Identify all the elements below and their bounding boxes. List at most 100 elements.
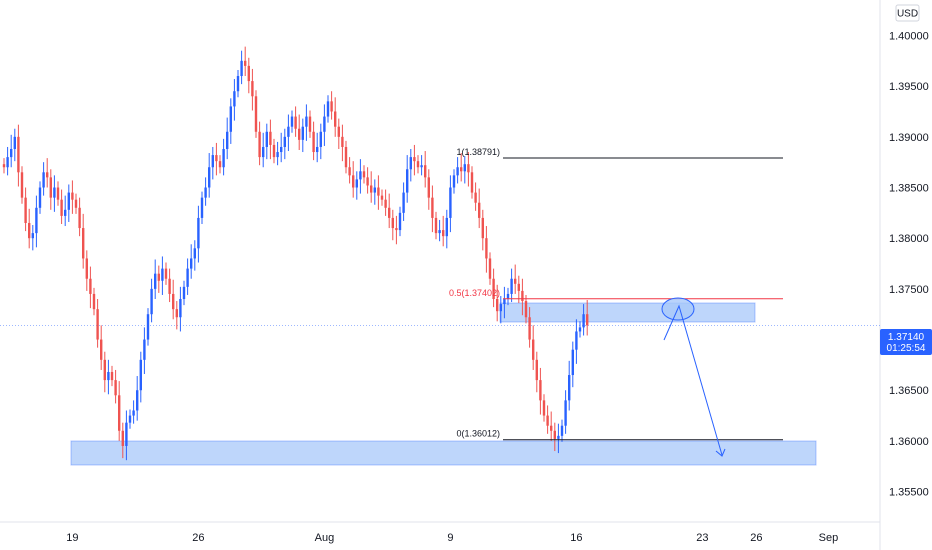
candle-body [301, 126, 304, 140]
x-tick-label: Aug [315, 532, 335, 544]
candle [56, 181, 60, 206]
candle-body [215, 155, 218, 162]
price-axis: 1.40000 1.39500 1.39000 1.38500 1.38000 1.375… [889, 30, 929, 498]
candle-body [200, 197, 204, 218]
candle [488, 252, 492, 285]
candle-body [586, 314, 589, 326]
candle [215, 142, 218, 176]
candle-body [398, 212, 402, 231]
candle-body [406, 169, 409, 193]
candle-body [150, 288, 153, 315]
candle-body [463, 164, 466, 172]
candle-body [326, 101, 330, 117]
candle-body [226, 131, 229, 149]
candle [344, 140, 348, 174]
resistance-zone[interactable] [499, 302, 756, 323]
candle [121, 422, 124, 459]
candle-body [175, 309, 178, 318]
candle-body [107, 371, 110, 381]
candle [362, 165, 366, 184]
candle-body [265, 131, 268, 147]
candle [114, 369, 117, 404]
candle [67, 184, 70, 222]
candle-body [294, 116, 297, 129]
candle [17, 124, 20, 187]
candle [334, 97, 337, 137]
currency-box[interactable] [895, 4, 920, 22]
candle-body [121, 430, 124, 446]
candle [168, 268, 171, 303]
y-tick-label: 1.38500 [889, 183, 929, 195]
candle-body [546, 415, 549, 426]
candle-body [416, 161, 420, 168]
candle-body [10, 148, 13, 158]
candle-body [136, 390, 139, 411]
projection-arrow[interactable] [663, 304, 723, 456]
candle [96, 299, 99, 348]
candle-body [308, 116, 312, 132]
candle [89, 266, 92, 309]
candle [24, 187, 27, 232]
y-tick-label: 1.36000 [889, 436, 929, 448]
candle-body [535, 359, 538, 381]
candle [229, 98, 232, 144]
candle [254, 90, 258, 138]
candle [53, 175, 56, 212]
candle-body [542, 400, 546, 416]
candle [208, 153, 211, 198]
candle-body [132, 410, 135, 416]
candle-body [269, 131, 272, 145]
candle [193, 240, 196, 271]
candle-body [89, 278, 92, 294]
candle [265, 123, 268, 160]
candle [398, 206, 402, 237]
candle-body [100, 339, 103, 360]
y-tick-label: 1.40000 [889, 30, 929, 42]
x-tick-label: 23 [696, 532, 708, 544]
candle-body [550, 425, 553, 431]
candle-body [427, 177, 430, 198]
candle-body [499, 304, 502, 312]
candle-body [553, 430, 556, 439]
candle [413, 144, 416, 176]
candle-body [53, 187, 56, 198]
candle-body [60, 199, 63, 216]
candle-body [571, 349, 574, 376]
candle-body [24, 197, 27, 223]
candle [424, 151, 427, 188]
candle-body [370, 185, 373, 193]
candle-body [560, 425, 564, 436]
candle-body [402, 192, 405, 213]
candle-body [211, 155, 214, 168]
x-tick-label: 26 [750, 532, 762, 544]
candle [380, 189, 384, 206]
candle-body [186, 268, 189, 287]
candle-body [474, 192, 477, 203]
candle-body [262, 146, 265, 158]
candle [6, 146, 9, 176]
x-tick-label: 9 [447, 532, 453, 544]
candle [532, 325, 535, 370]
x-tick-label: Sep [819, 532, 839, 544]
candle-body [233, 91, 236, 107]
candle [503, 286, 506, 319]
candle [13, 128, 16, 162]
candle-body [179, 299, 182, 318]
fib-level-1-label: 1(1.38791) [456, 147, 500, 157]
candle-body [78, 207, 81, 229]
candle [218, 155, 222, 174]
candle-body [424, 165, 427, 178]
candle [308, 110, 312, 138]
candle [492, 268, 495, 308]
candle-body [56, 187, 60, 200]
candle-body [319, 131, 322, 147]
candle-body [341, 136, 344, 147]
candle [481, 209, 484, 251]
price-badge-value: 1.37140 [888, 332, 925, 343]
candle-body [154, 273, 157, 289]
candle [60, 189, 63, 225]
support-zone[interactable] [70, 440, 817, 466]
candle [467, 152, 470, 187]
